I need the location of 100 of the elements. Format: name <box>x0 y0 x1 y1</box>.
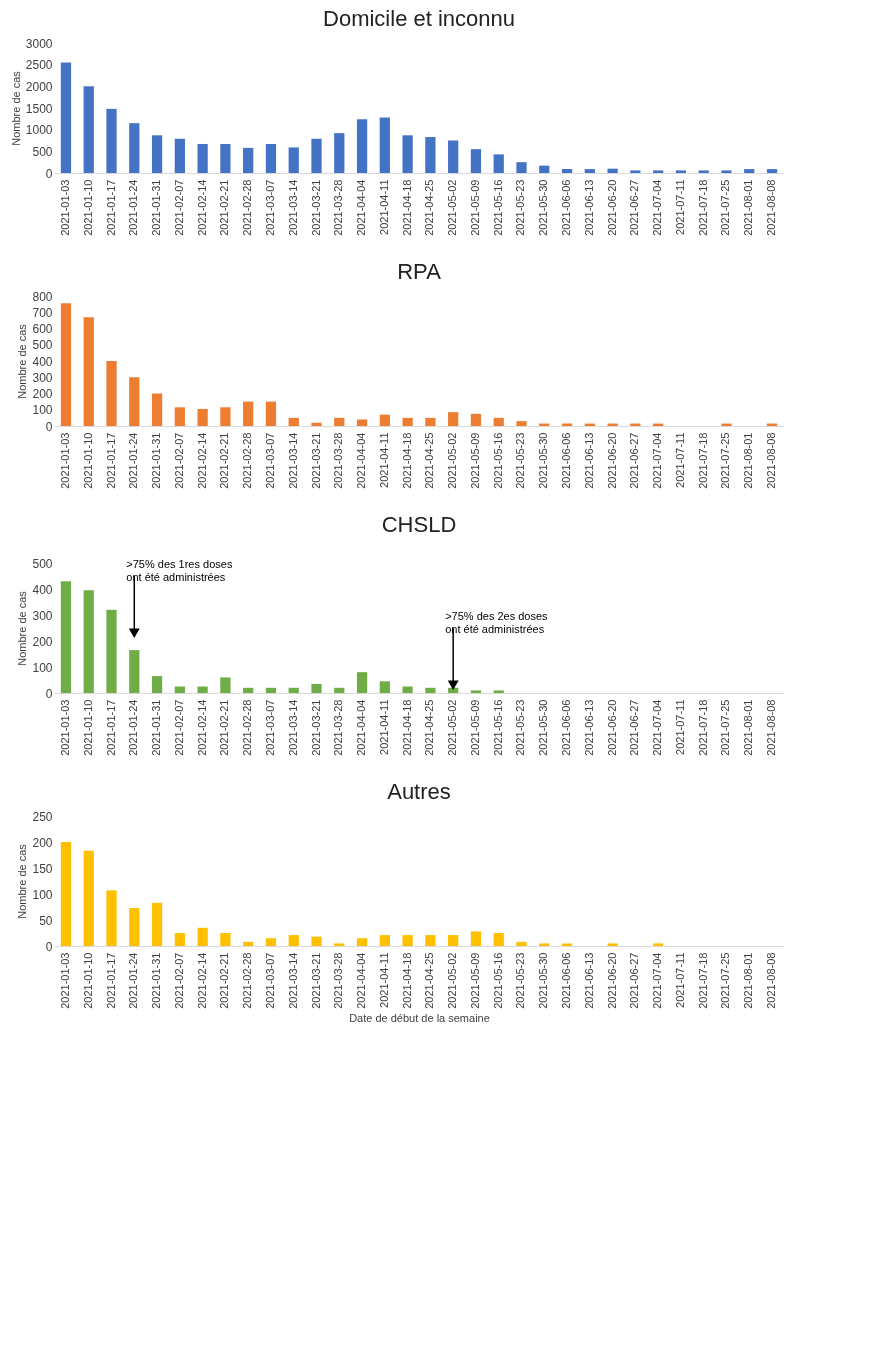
bar <box>288 417 299 426</box>
bar <box>470 690 482 693</box>
x-tick-label: 2021-06-06 <box>560 699 573 756</box>
bar <box>516 162 527 173</box>
x-tick-label: 2021-05-30 <box>537 952 550 1009</box>
bar <box>174 933 185 946</box>
x-tick-label: 2021-01-03 <box>58 952 71 1009</box>
x-tick-label: 2021-05-23 <box>514 432 527 489</box>
y-tick-label: 50 <box>39 913 53 928</box>
bar <box>106 609 117 693</box>
x-tick-label: 2021-04-18 <box>400 699 413 756</box>
bar <box>356 419 368 426</box>
bar <box>60 581 72 693</box>
x-tick-label: 2021-05-30 <box>537 179 550 236</box>
x-tick-label: 2021-01-31 <box>150 179 163 236</box>
chart-title: RPA <box>397 259 442 284</box>
x-tick-label: 2021-03-21 <box>309 952 322 1009</box>
x-tick-label: 2021-06-27 <box>628 952 641 1009</box>
x-tick-label: 2021-02-07 <box>172 179 185 236</box>
y-tick-label: 2000 <box>25 79 53 94</box>
bar <box>83 317 94 426</box>
x-tick-label: 2021-03-21 <box>309 432 322 489</box>
bar <box>379 935 390 946</box>
x-tick-label: 2021-01-24 <box>127 699 140 756</box>
bar <box>288 147 299 173</box>
bar <box>174 686 185 693</box>
bar <box>243 941 254 946</box>
x-tick-label: 2021-07-18 <box>696 699 709 756</box>
x-tick-label: 2021-07-11 <box>673 952 686 1008</box>
bar <box>174 407 185 426</box>
y-tick-label: 0 <box>45 419 53 434</box>
x-tick-label: 2021-06-06 <box>560 432 573 489</box>
x-tick-label: 2021-06-20 <box>605 179 618 236</box>
bar <box>220 933 231 946</box>
x-tick-label: 2021-05-02 <box>446 952 459 1009</box>
y-tick-label: 200 <box>32 634 53 649</box>
y-tick-label: 500 <box>32 556 53 571</box>
x-tick-label: 2021-03-14 <box>286 952 299 1009</box>
bar <box>151 393 163 426</box>
bar <box>516 421 527 426</box>
x-tick-label: 2021-08-01 <box>742 952 755 1009</box>
bar <box>561 169 573 173</box>
bar <box>311 683 322 693</box>
x-tick-label: 2021-01-03 <box>58 432 71 489</box>
x-tick-label: 2021-06-13 <box>582 699 595 756</box>
x-tick-label: 2021-02-28 <box>241 952 254 1009</box>
bar <box>60 842 72 946</box>
bar <box>106 890 117 946</box>
x-tick-label: 2021-04-18 <box>400 179 413 236</box>
y-axis-title: Nombre de cas <box>16 323 29 399</box>
bar <box>106 361 117 426</box>
y-tick-label: 500 <box>32 338 53 353</box>
x-tick-label: 2021-01-31 <box>150 432 163 489</box>
x-tick-label: 2021-07-11 <box>673 432 686 488</box>
bar <box>448 412 459 426</box>
x-tick-label: 2021-03-14 <box>286 432 299 489</box>
x-tick-label: 2021-01-31 <box>150 699 163 756</box>
x-tick-label: 2021-08-08 <box>765 699 778 756</box>
bar <box>265 687 277 693</box>
x-tick-label: 2021-02-14 <box>195 952 208 1009</box>
x-tick-label: 2021-04-25 <box>423 952 436 1009</box>
x-tick-label: 2021-03-28 <box>332 952 345 1009</box>
x-tick-label: 2021-07-18 <box>696 952 709 1009</box>
x-tick-label: 2021-03-21 <box>309 179 322 236</box>
x-tick-label: 2021-02-28 <box>241 699 254 756</box>
x-tick-label: 2021-05-16 <box>491 432 504 489</box>
chart-title: CHSLD <box>381 512 457 537</box>
x-tick-label: 2021-02-07 <box>172 952 185 1009</box>
bar <box>379 681 390 693</box>
x-tick-label: 2021-07-04 <box>651 179 664 236</box>
y-tick-label: 300 <box>32 370 53 385</box>
x-tick-label: 2021-05-16 <box>491 179 504 236</box>
x-tick-label: 2021-03-07 <box>263 952 276 1009</box>
y-tick-label: 600 <box>32 322 53 336</box>
bar <box>356 119 368 173</box>
bar <box>243 147 254 173</box>
bar <box>607 168 618 173</box>
x-tick-label: 2021-05-30 <box>537 432 550 489</box>
bar <box>197 408 208 426</box>
x-tick-label: 2021-04-11 <box>377 432 390 488</box>
bar <box>379 117 390 173</box>
y-tick-label: 250 <box>32 809 53 824</box>
bar <box>630 170 641 173</box>
bar <box>653 170 664 173</box>
x-tick-label: 2021-03-28 <box>332 179 345 236</box>
x-tick-label: 2021-06-27 <box>628 432 641 489</box>
x-tick-label: 2021-05-30 <box>537 699 550 756</box>
x-tick-label: 2021-05-23 <box>514 952 527 1009</box>
bar <box>334 687 345 693</box>
bar <box>197 686 208 693</box>
y-tick-label: 100 <box>32 887 53 902</box>
x-tick-label: 2021-05-09 <box>468 699 481 756</box>
x-tick-label: 2021-02-28 <box>241 179 254 236</box>
x-tick-label: 2021-05-16 <box>491 699 504 756</box>
x-tick-label: 2021-04-18 <box>400 432 413 489</box>
bar <box>151 135 163 173</box>
x-tick-label: 2021-05-02 <box>446 179 459 236</box>
bar <box>129 377 140 426</box>
annotation: >75% des 2es doses ont été administrées <box>445 610 549 635</box>
x-tick-label: 2021-04-25 <box>423 432 436 489</box>
